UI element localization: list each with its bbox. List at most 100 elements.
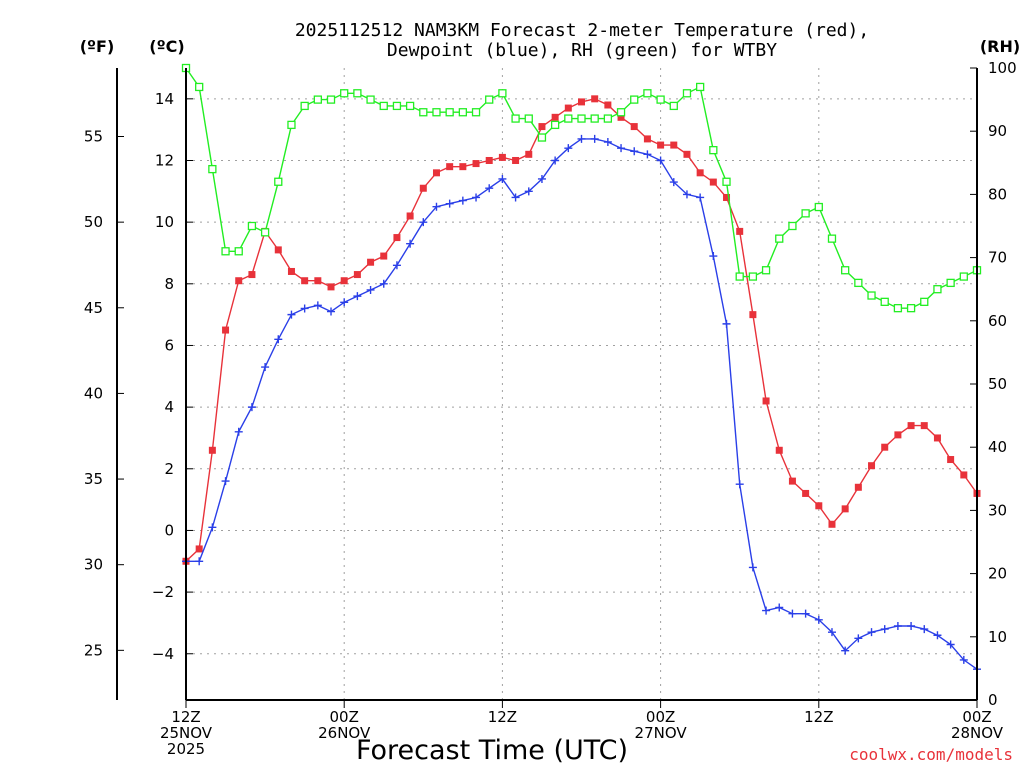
temperature-point — [446, 163, 454, 171]
x-tick-label: 12Z — [488, 708, 517, 726]
rh-tick-label: 90 — [988, 122, 1007, 140]
temperature-point — [854, 483, 862, 491]
source-credit: coolwx.com/models — [849, 745, 1013, 764]
temperature-point — [881, 443, 889, 451]
rh-point — [379, 101, 388, 111]
axes — [116, 67, 978, 708]
rh-point — [550, 120, 560, 130]
temperature-point — [314, 277, 322, 285]
rh-point — [260, 228, 270, 237]
dewpoint-point — [432, 202, 441, 211]
x-tick-label: 27NOV — [635, 724, 688, 742]
x-tick-label: 00Z — [962, 708, 991, 726]
temperature-point — [222, 326, 230, 334]
dewpoint-point — [827, 628, 836, 637]
series-rh — [181, 63, 982, 313]
temperature-point — [367, 258, 375, 266]
rh-point — [274, 177, 283, 186]
temperature-point — [353, 271, 361, 279]
temperature-point — [432, 169, 440, 177]
dewpoint-point — [788, 609, 797, 618]
dewpoint-point — [247, 403, 256, 412]
dewpoint-point — [669, 178, 678, 187]
x-tick-label: 00Z — [646, 708, 675, 726]
temperature-point — [525, 150, 533, 158]
dewpoint-point — [511, 193, 520, 202]
dewpoint-point — [300, 304, 309, 313]
temperature-point — [933, 434, 941, 442]
dewpoint-point — [603, 137, 612, 146]
temperature-point — [459, 163, 467, 171]
x-tick-label: 28NOV — [951, 724, 1004, 742]
temperature-point — [406, 212, 414, 220]
series-group — [181, 63, 982, 674]
rh-point — [616, 108, 626, 117]
dewpoint-point — [814, 615, 823, 624]
celsius-unit-label: (ºC) — [149, 37, 184, 56]
temperature-point — [235, 277, 243, 285]
rh-point — [867, 291, 876, 300]
rh-point — [432, 108, 441, 117]
dewpoint-point — [458, 196, 467, 205]
celsius-tick-label: −4 — [152, 645, 174, 663]
dewpoint-point — [208, 523, 217, 532]
rh-tick-label: 30 — [988, 501, 1007, 519]
dewpoint-point — [801, 609, 810, 618]
temperature-point — [736, 227, 744, 235]
dewpoint-point — [353, 292, 362, 301]
rh-point — [577, 114, 586, 123]
rh-unit-label: (RH) — [980, 37, 1020, 56]
fahrenheit-tick-label: 35 — [84, 470, 103, 488]
dewpoint-point — [379, 279, 388, 288]
rh-point — [221, 247, 230, 256]
x-tick-label: 00Z — [330, 708, 359, 726]
temperature-point — [195, 545, 203, 553]
temperature-point — [749, 311, 757, 319]
temperature-point — [498, 153, 506, 161]
rh-point — [234, 247, 243, 256]
dewpoint-point — [406, 239, 415, 248]
temperature-point — [538, 123, 546, 131]
dewpoint-point — [617, 144, 626, 153]
rh-point — [445, 108, 454, 117]
fahrenheit-tick-label: 25 — [84, 641, 103, 659]
dewpoint-point — [709, 252, 718, 261]
chart-title-line1: 2025112512 NAM3KM Forecast 2-meter Tempe… — [295, 20, 869, 41]
rh-point — [814, 202, 823, 212]
celsius-tick-label: 0 — [164, 521, 174, 539]
dewpoint-point — [630, 147, 639, 156]
celsius-tick-label: 14 — [155, 90, 174, 108]
dewpoint-point — [445, 199, 454, 208]
x-tick-label: 26NOV — [318, 724, 371, 742]
temperature-point — [564, 104, 572, 112]
temperature-point — [485, 156, 493, 164]
rh-point — [287, 120, 296, 130]
temperature-point — [670, 141, 678, 149]
temperature-point — [762, 397, 770, 405]
fahrenheit-unit-label: (ºF) — [80, 37, 115, 56]
dewpoint-point — [656, 156, 665, 165]
dewpoint-point — [920, 625, 929, 634]
temperature-point — [643, 135, 651, 143]
series-temperature — [182, 95, 981, 565]
temperature-point — [393, 234, 401, 242]
temperature-point — [551, 113, 559, 121]
rh-point — [590, 114, 599, 123]
rh-point — [300, 101, 309, 111]
temperature-point — [802, 489, 810, 497]
rh-point — [761, 266, 771, 275]
temperature-point — [274, 246, 282, 254]
rh-point — [564, 114, 573, 123]
dewpoint-point — [485, 184, 494, 193]
fahrenheit-tick-label: 30 — [84, 556, 103, 574]
rh-tick-label: 20 — [988, 565, 1007, 583]
rh-point — [920, 297, 929, 306]
dewpoint-point — [472, 193, 481, 202]
temperature-point — [578, 98, 585, 106]
rh-point — [366, 95, 375, 104]
rh-point — [537, 133, 547, 142]
rh-point — [643, 89, 652, 98]
dewpoint-point — [340, 298, 349, 307]
dewpoint-point — [419, 218, 428, 227]
